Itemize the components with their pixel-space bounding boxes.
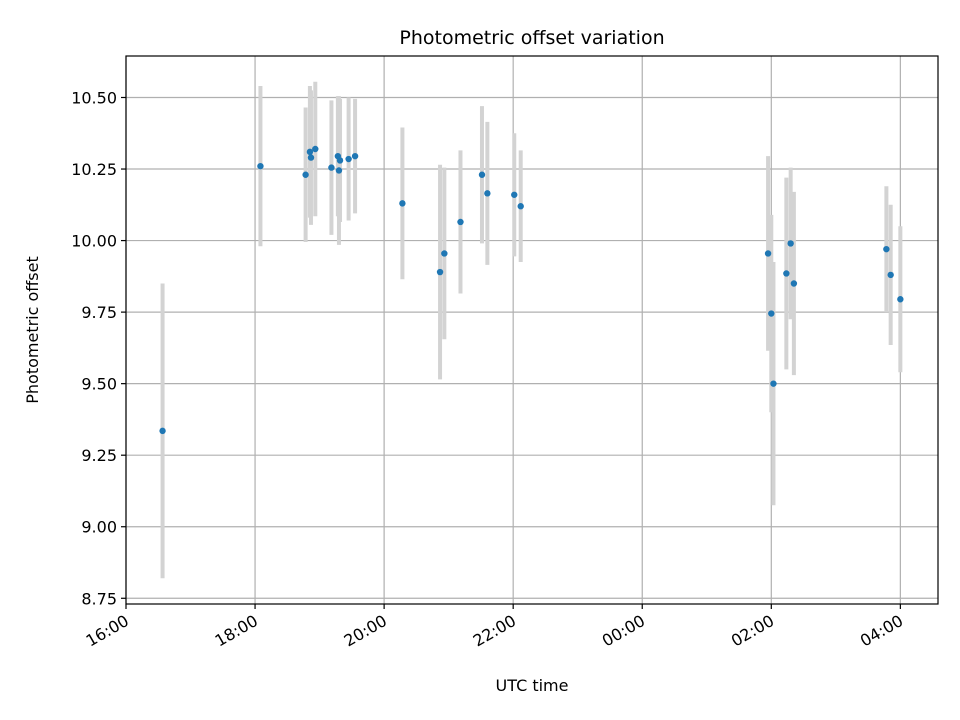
y-tick-label: 10.25 [71, 160, 117, 179]
data-point [159, 427, 166, 435]
data-point [312, 145, 319, 153]
data-point [478, 171, 486, 178]
data-point [302, 171, 309, 178]
data-point [887, 271, 894, 279]
data-points [159, 145, 904, 435]
x-tick-label: 22:00 [470, 611, 519, 651]
data-point [770, 380, 777, 387]
data-point [511, 191, 518, 198]
x-axis: 16:00 18:00 20:00 22:00 00:00 02:00 04:00 [83, 604, 906, 651]
x-tick-label: 02:00 [728, 611, 777, 651]
y-axis: 8.75 9.00 9.25 9.50 9.75 10.00 10.25 10.50 [71, 88, 126, 608]
error-bars [160, 81, 903, 579]
y-tick-label: 10.00 [71, 232, 117, 251]
data-point [328, 164, 335, 171]
y-tick-label: 8.75 [81, 589, 117, 608]
x-tick-label: 20:00 [341, 611, 390, 651]
data-point [517, 203, 524, 210]
data-point [436, 268, 444, 276]
y-tick-label: 9.75 [81, 303, 117, 322]
data-point [484, 190, 491, 197]
x-tick-label: 00:00 [599, 611, 648, 651]
chart-title: Photometric offset variation [399, 27, 664, 49]
data-point [764, 250, 772, 257]
x-tick-label: 18:00 [212, 611, 261, 651]
data-point [790, 280, 798, 287]
data-point [897, 296, 904, 303]
data-point [441, 250, 448, 257]
y-tick-label: 9.00 [81, 518, 117, 537]
data-point [783, 270, 790, 277]
data-point [883, 245, 890, 253]
data-point [345, 155, 352, 163]
data-point [768, 310, 775, 317]
data-point [457, 218, 464, 226]
x-tick-label: 04:00 [857, 611, 906, 651]
y-tick-label: 10.50 [71, 88, 117, 107]
x-axis-title: UTC time [496, 676, 569, 695]
data-point [351, 152, 359, 160]
y-axis-title: Photometric offset [23, 256, 42, 404]
data-point [787, 240, 794, 247]
data-point [335, 167, 343, 174]
data-point [399, 200, 406, 207]
data-point [307, 154, 315, 161]
data-point [336, 157, 344, 164]
data-point [306, 148, 314, 156]
y-tick-label: 9.25 [81, 446, 117, 465]
data-point [257, 162, 264, 170]
y-tick-label: 9.50 [81, 375, 117, 394]
plot-frame [125, 55, 939, 605]
x-tick-label: 16:00 [83, 611, 132, 651]
grid [125, 56, 938, 604]
